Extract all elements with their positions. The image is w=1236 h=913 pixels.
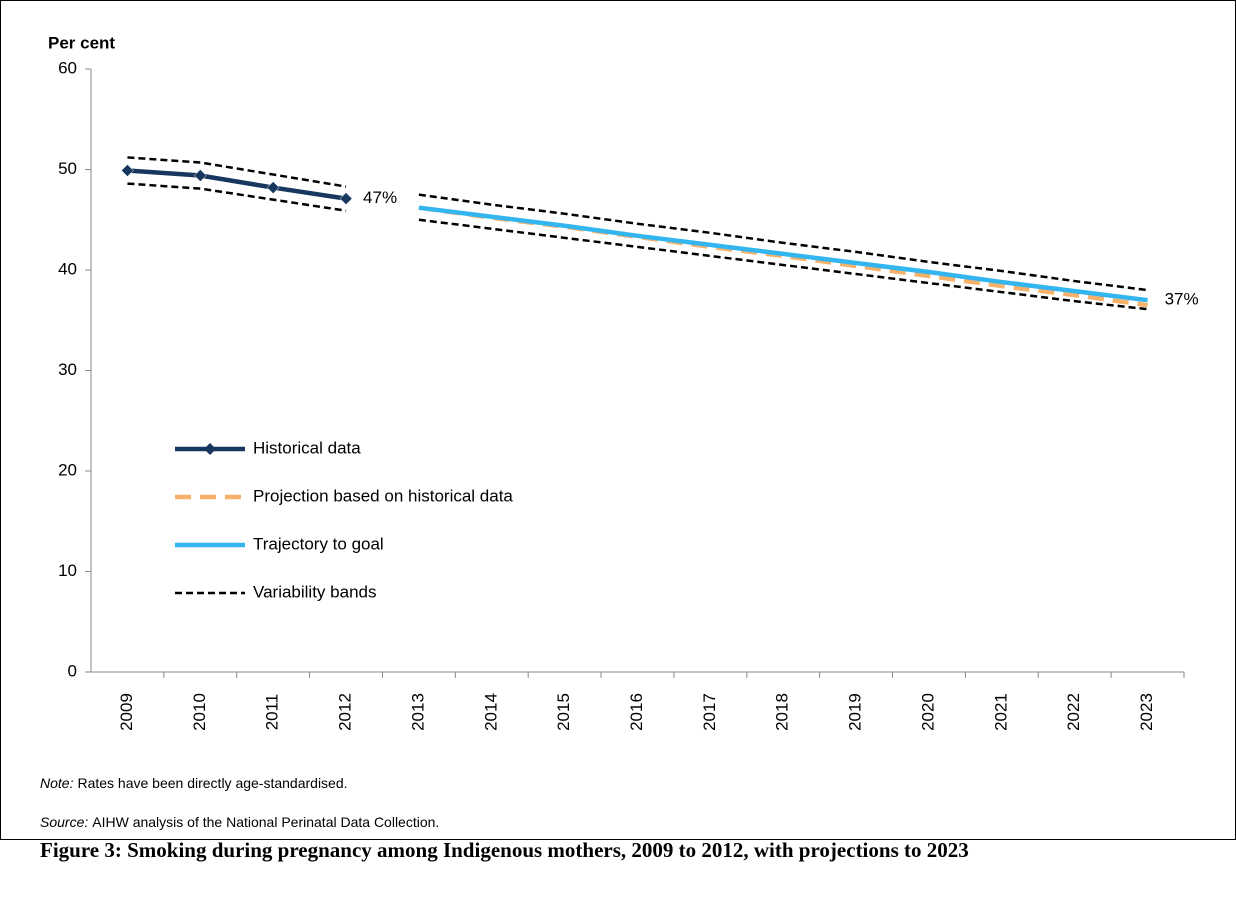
x-tick-label: 2020 <box>918 693 937 731</box>
x-tick-label: 2013 <box>408 693 427 731</box>
variability-band <box>127 156 347 188</box>
y-tick-label: 60 <box>58 58 77 77</box>
variability-band <box>418 193 1148 292</box>
y-tick-label: 50 <box>58 159 77 178</box>
variability-band <box>418 218 1148 311</box>
y-tick-label: 30 <box>58 360 77 379</box>
data-marker <box>266 181 280 194</box>
x-tick-label: 2022 <box>1064 693 1083 731</box>
data-marker <box>339 192 353 205</box>
chart: Per cent 0 10 20 30 40 50 60 2009 2010 2011 2012 20… <box>48 33 1199 731</box>
x-tick-label: 2009 <box>117 693 136 731</box>
series-line <box>418 205 1148 308</box>
source-text: AIHW analysis of the National Perinatal … <box>92 814 440 830</box>
y-tick-label: 20 <box>58 460 77 479</box>
figure-caption: Figure 3: Smoking during pregnancy among… <box>40 838 969 862</box>
source: Source: AIHW analysis of the National Per… <box>40 814 439 830</box>
legend-label: Projection based on historical data <box>253 486 513 505</box>
x-tick-label: 2012 <box>336 693 355 731</box>
data-label: 37% <box>1165 290 1199 309</box>
variability-band <box>127 182 347 212</box>
x-tick-label: 2021 <box>991 693 1010 731</box>
note-text: Rates have been directly age-standardise… <box>77 775 348 791</box>
x-tick-label: 2014 <box>481 693 500 731</box>
series-line <box>418 205 1148 303</box>
y-axis-title: Per cent <box>48 33 115 52</box>
legend-label: Trajectory to goal <box>253 534 384 553</box>
x-tick-label: 2010 <box>190 693 209 731</box>
x-tick-label: 2019 <box>846 693 865 731</box>
note-label: Note: <box>40 775 74 791</box>
x-tick-label: 2011 <box>263 694 282 731</box>
x-tick-label: 2018 <box>773 693 792 731</box>
series-line <box>127 168 347 201</box>
x-tick-label: 2016 <box>627 693 646 731</box>
y-tick-label: 10 <box>58 561 77 580</box>
data-marker <box>121 164 134 177</box>
legend-label: Historical data <box>253 438 361 457</box>
source-label: Source: <box>40 814 89 830</box>
x-tick-label: 2017 <box>700 693 719 731</box>
legend-label: Variability bands <box>253 582 376 601</box>
legend-marker <box>204 443 216 455</box>
note: Note: Rates have been directly age-standa… <box>40 775 348 791</box>
x-tick-label: 2015 <box>554 693 573 731</box>
y-tick-label: 40 <box>58 259 77 278</box>
x-tick-label: 2023 <box>1137 693 1156 731</box>
y-tick-label: 0 <box>68 661 77 680</box>
data-label: 47% <box>363 188 397 207</box>
data-marker <box>193 169 207 182</box>
